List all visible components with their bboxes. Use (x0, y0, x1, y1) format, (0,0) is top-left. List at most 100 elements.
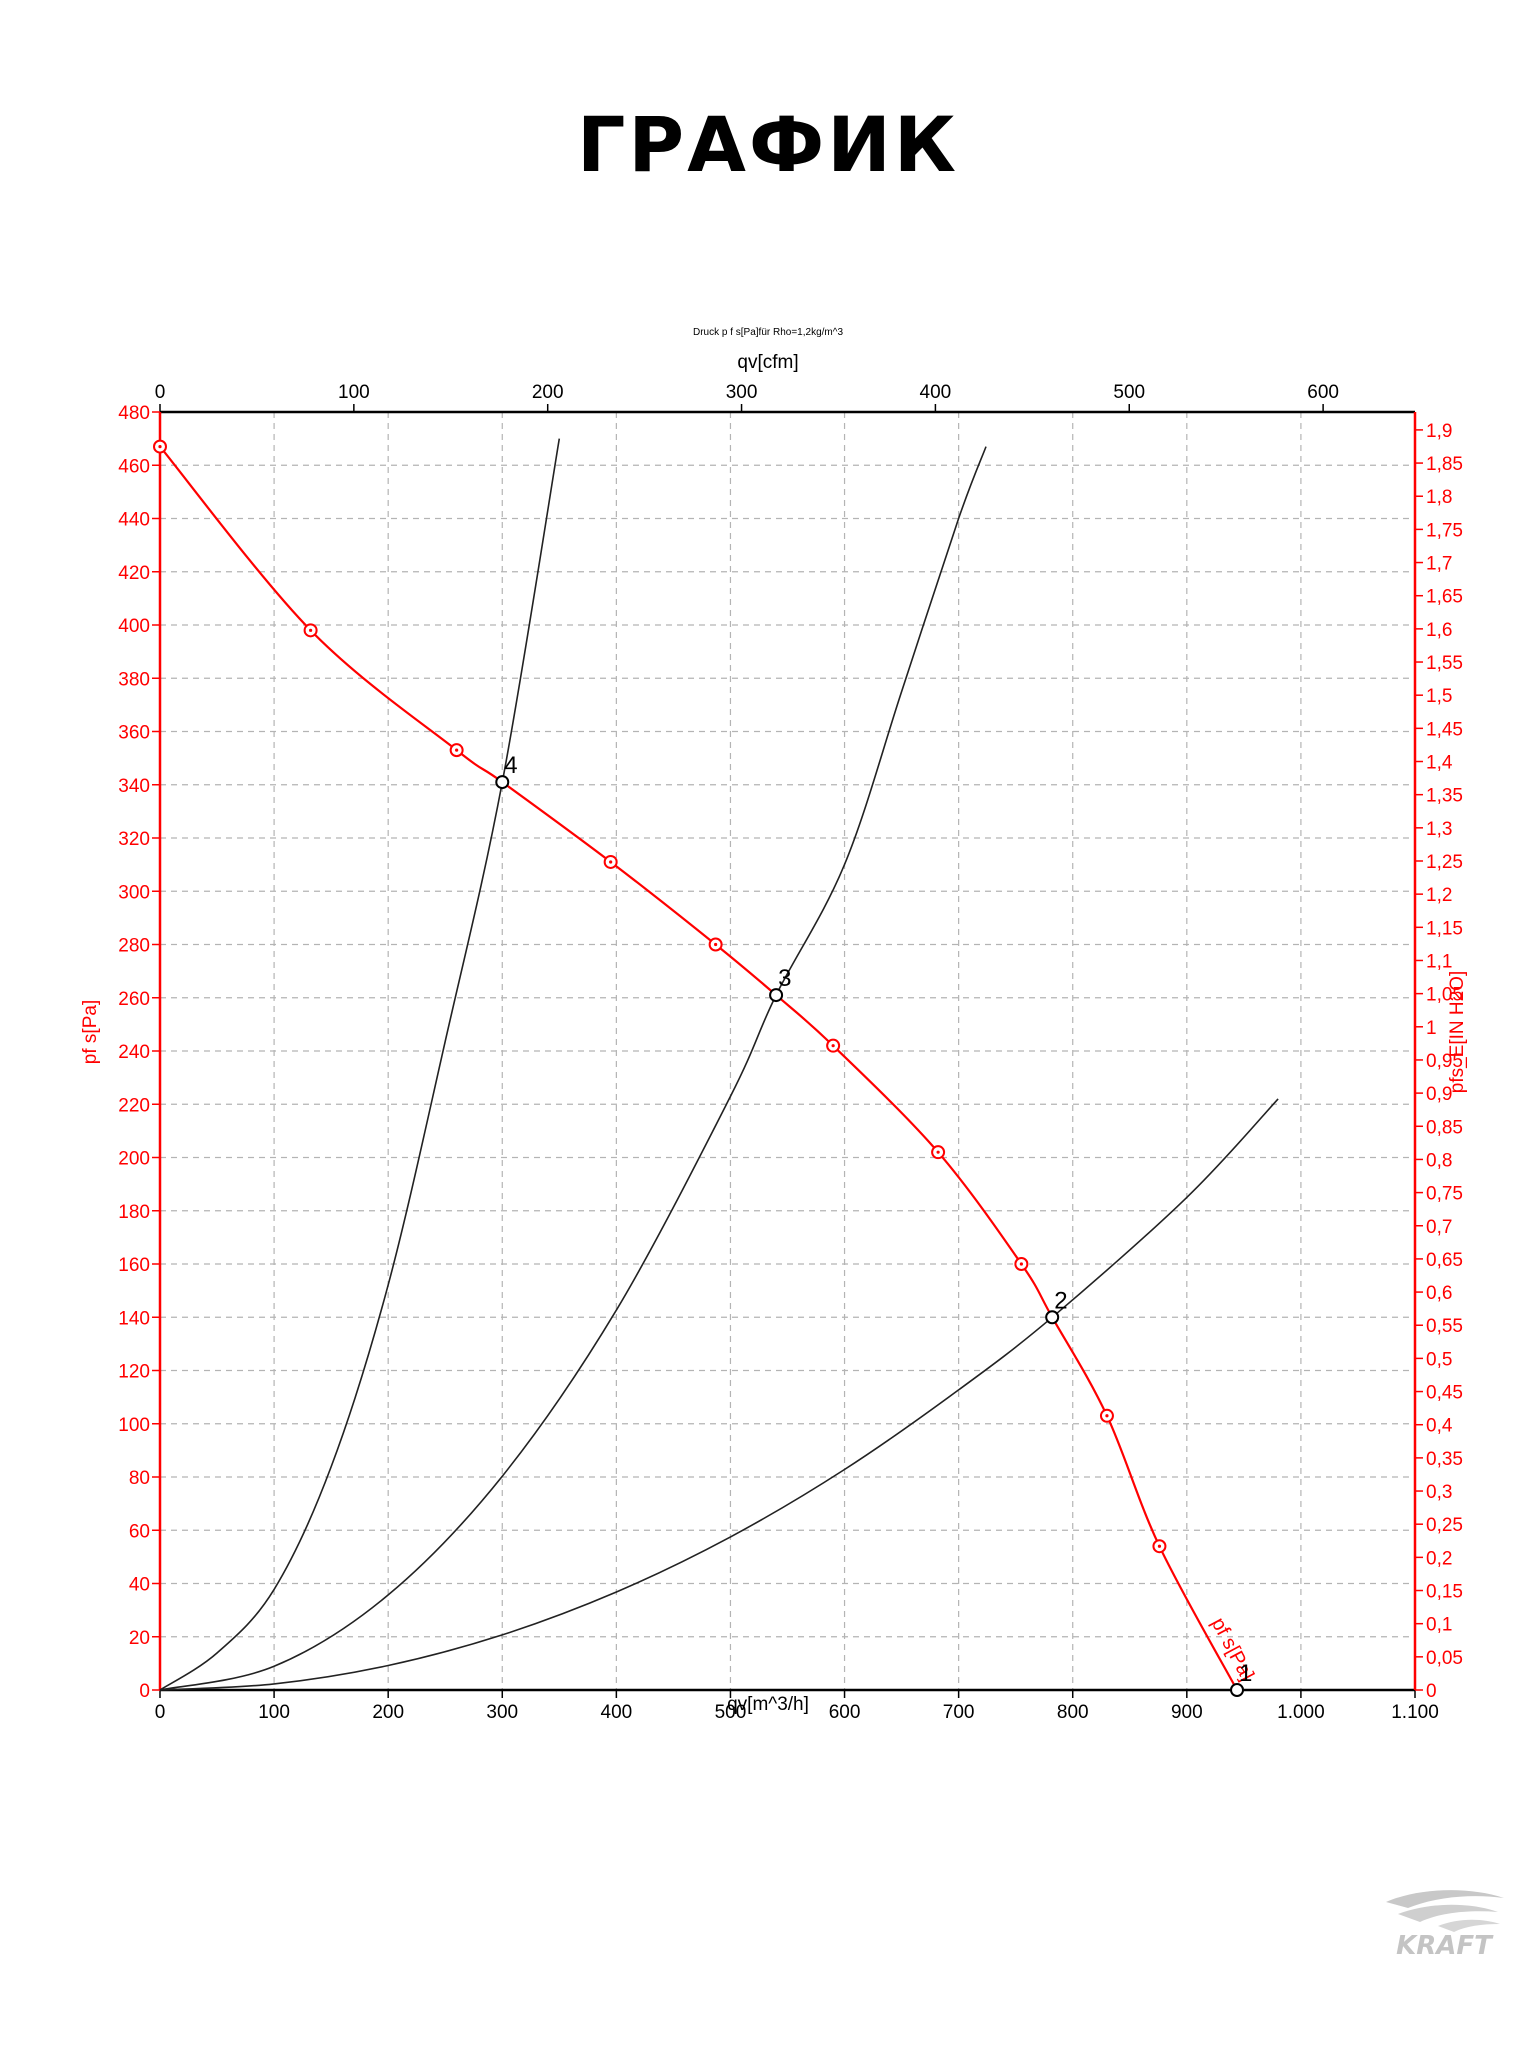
fan-marker-dot (309, 628, 313, 632)
y-right-tick-label: 0,15 (1426, 1582, 1463, 1603)
y-right-tick-label: 1,8 (1426, 487, 1452, 508)
fan-curve (159, 445, 1238, 1691)
y-right-tick-label: 0,95 (1426, 1051, 1463, 1072)
operating-point-marker (769, 988, 784, 1003)
y-right-tick-label: 1,7 (1426, 554, 1452, 575)
y-right-tick-label: 0,45 (1426, 1383, 1463, 1404)
x-tick-label: 0 (155, 1702, 166, 1723)
y-right-tick-label: 1,9 (1426, 421, 1452, 442)
y-right-tick-label: 0,7 (1426, 1217, 1452, 1238)
y-right-tick-label: 0,05 (1426, 1648, 1463, 1669)
y-right-tick-label: 0,2 (1426, 1548, 1452, 1569)
y-tick-label: 100 (118, 1415, 150, 1436)
grid (160, 412, 1415, 1690)
y-tick-label: 160 (118, 1255, 150, 1276)
x-tick-label: 400 (601, 1702, 633, 1723)
y-right-tick-label: 0 (1426, 1681, 1437, 1702)
y-axis-label: pf s[Pa] (80, 1000, 101, 1064)
y-tick-label: 260 (118, 989, 150, 1010)
y-right-tick-label: 1,25 (1426, 852, 1463, 873)
chart-title: Druck p f s[Pa]für Rho=1,2kg/m^3 (693, 327, 843, 338)
x-tick-label: 600 (829, 1702, 861, 1723)
y-right-tick-label: 1,75 (1426, 520, 1463, 541)
y-right-tick-label: 1,3 (1426, 819, 1452, 840)
operating-point-label: 3 (778, 965, 791, 992)
y-right-tick-label: 0,25 (1426, 1515, 1463, 1536)
x-tick-label: 700 (943, 1702, 975, 1723)
y-tick-label: 360 (118, 723, 150, 744)
y-right-tick-label: 0,85 (1426, 1117, 1463, 1138)
y-right-tick-label: 0,3 (1426, 1482, 1452, 1503)
fan-marker-dot (1019, 1262, 1023, 1266)
y-tick-label: 480 (118, 403, 150, 424)
y-tick-label: 440 (118, 510, 150, 531)
y-right-tick-label: 0,1 (1426, 1615, 1452, 1636)
y-tick-label: 20 (129, 1628, 150, 1649)
kraft-logo: KRAFT (1386, 1890, 1504, 1960)
operating-point-marker (1045, 1310, 1060, 1325)
y-tick-label: 320 (118, 829, 150, 850)
system-curves (159, 438, 1279, 1691)
y-tick-label: 0 (139, 1681, 150, 1702)
y-tick-label: 120 (118, 1362, 150, 1383)
y-right-tick-label: 1,45 (1426, 719, 1463, 740)
x-top-tick-label: 400 (920, 382, 952, 403)
y-tick-label: 60 (129, 1521, 150, 1542)
y-tick-label: 420 (118, 563, 150, 584)
y-tick-label: 340 (118, 776, 150, 797)
x-tick-label: 800 (1057, 1702, 1089, 1723)
x-top-tick-label: 0 (155, 382, 166, 403)
y-tick-label: 380 (118, 669, 150, 690)
fan-marker-dot (455, 748, 459, 752)
y-right-tick-label: 1,2 (1426, 885, 1452, 906)
fan-marker-dot (714, 942, 718, 947)
y-tick-label: 40 (129, 1575, 150, 1596)
x-top-axis-label: qv[cfm] (737, 352, 798, 373)
y-right-axis-label: pfs_E[IN H2O] (1447, 971, 1468, 1094)
x-top-tick-label: 500 (1113, 382, 1145, 403)
y-right-tick-label: 0,4 (1426, 1416, 1453, 1437)
y-right-tick-label: 1 (1426, 1018, 1437, 1039)
operating-point-marker (495, 775, 510, 790)
fan-marker-dot (1157, 1544, 1162, 1548)
operating-point-label: 1 (1239, 1660, 1252, 1687)
y-right-tick-label: 0,6 (1426, 1283, 1452, 1304)
y-right-tick-label: 0,8 (1426, 1150, 1452, 1171)
y-tick-label: 180 (118, 1202, 150, 1223)
y-tick-label: 460 (118, 456, 150, 477)
page-title: ГРАФИК (576, 100, 960, 189)
x-tick-label: 1.100 (1391, 1702, 1439, 1723)
y-right-tick-label: 1,55 (1426, 653, 1463, 674)
x-tick-label: 200 (372, 1702, 404, 1723)
y-right-tick-label: 0,65 (1426, 1250, 1463, 1271)
y-tick-label: 80 (129, 1468, 150, 1489)
y-right-tick-label: 1,6 (1426, 620, 1452, 641)
brand-name: KRAFT (1396, 1931, 1494, 1960)
fan-curve-layer: pf s[Pa] (153, 439, 1258, 1691)
x-axis-label: qv[m^3/h] (727, 1694, 809, 1715)
y-right-tick-label: 0,35 (1426, 1449, 1463, 1470)
y-right-tick-label: 0,75 (1426, 1184, 1463, 1205)
y-right-tick-label: 1,1 (1426, 951, 1452, 972)
y-tick-label: 220 (118, 1095, 150, 1116)
fan-marker-dot (936, 1150, 940, 1154)
y-right-tick-label: 0,9 (1426, 1084, 1452, 1105)
x-tick-label: 100 (258, 1702, 290, 1723)
y-right-tick-label: 1,15 (1426, 918, 1463, 939)
system-curve (159, 446, 987, 1691)
fan-marker-dot (831, 1044, 835, 1048)
x-top-tick-label: 600 (1307, 382, 1339, 403)
y-right-tick-label: 0,55 (1426, 1316, 1463, 1337)
fan-marker-dot (609, 860, 613, 864)
x-top-tick-label: 300 (726, 382, 758, 403)
y-right-tick-label: 1,85 (1426, 454, 1463, 475)
operating-point-label: 2 (1054, 1287, 1067, 1314)
x-tick-label: 900 (1171, 1702, 1203, 1723)
y-right-tick-label: 1,4 (1426, 753, 1453, 774)
fan-marker-dot (1105, 1414, 1109, 1418)
y-tick-label: 280 (118, 936, 150, 957)
y-tick-label: 300 (118, 882, 150, 903)
operating-point-label: 4 (504, 752, 517, 779)
